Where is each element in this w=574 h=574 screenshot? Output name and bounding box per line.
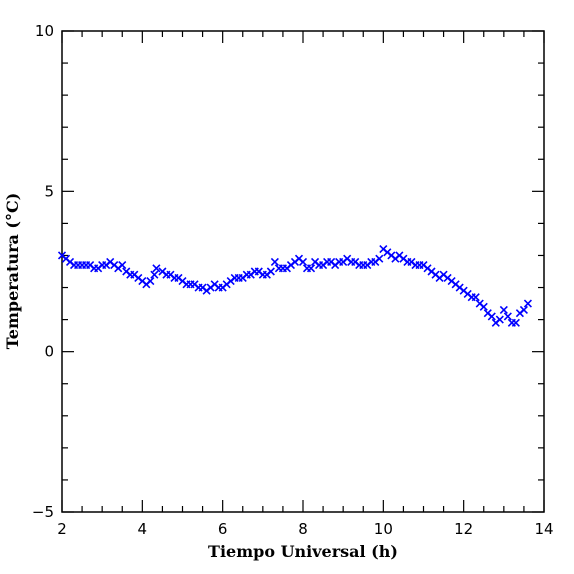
data-point <box>146 277 155 286</box>
data-point <box>495 315 504 324</box>
data-point <box>479 302 488 311</box>
x-tick-label: 4 <box>138 520 148 538</box>
data-point <box>499 305 508 315</box>
data-point <box>118 261 127 270</box>
data-point <box>511 318 520 327</box>
x-tick-label: 8 <box>298 520 308 538</box>
data-point <box>523 299 532 308</box>
x-axis-label: Tiempo Universal (h) <box>208 542 398 561</box>
y-tick-label: −5 <box>32 503 54 521</box>
x-tick-label: 14 <box>534 520 553 538</box>
data-point <box>375 254 384 263</box>
data-point <box>298 257 308 266</box>
x-tick-label: 12 <box>454 520 473 538</box>
data-point <box>266 267 275 276</box>
data-point <box>306 264 316 273</box>
y-tick-label: 5 <box>44 182 54 200</box>
y-tick-label: 10 <box>35 22 54 40</box>
y-tick-label: 0 <box>44 343 54 361</box>
data-point <box>471 293 480 302</box>
data-points <box>57 244 532 327</box>
data-point <box>503 312 512 321</box>
x-tick-label: 2 <box>57 520 67 538</box>
y-axis-label: Temperatura (°C) <box>3 193 22 350</box>
tick-labels: 2 4 6 8 10 12 14 −5 0 5 10 <box>32 22 554 538</box>
data-point <box>519 305 528 315</box>
x-tick-label: 10 <box>374 520 393 538</box>
plot-frame <box>61 30 545 513</box>
data-point <box>487 312 496 321</box>
data-point <box>270 257 279 266</box>
axis-ticks <box>61 30 545 513</box>
x-tick-label: 6 <box>218 520 228 538</box>
data-point <box>150 270 159 279</box>
data-point <box>152 264 161 273</box>
